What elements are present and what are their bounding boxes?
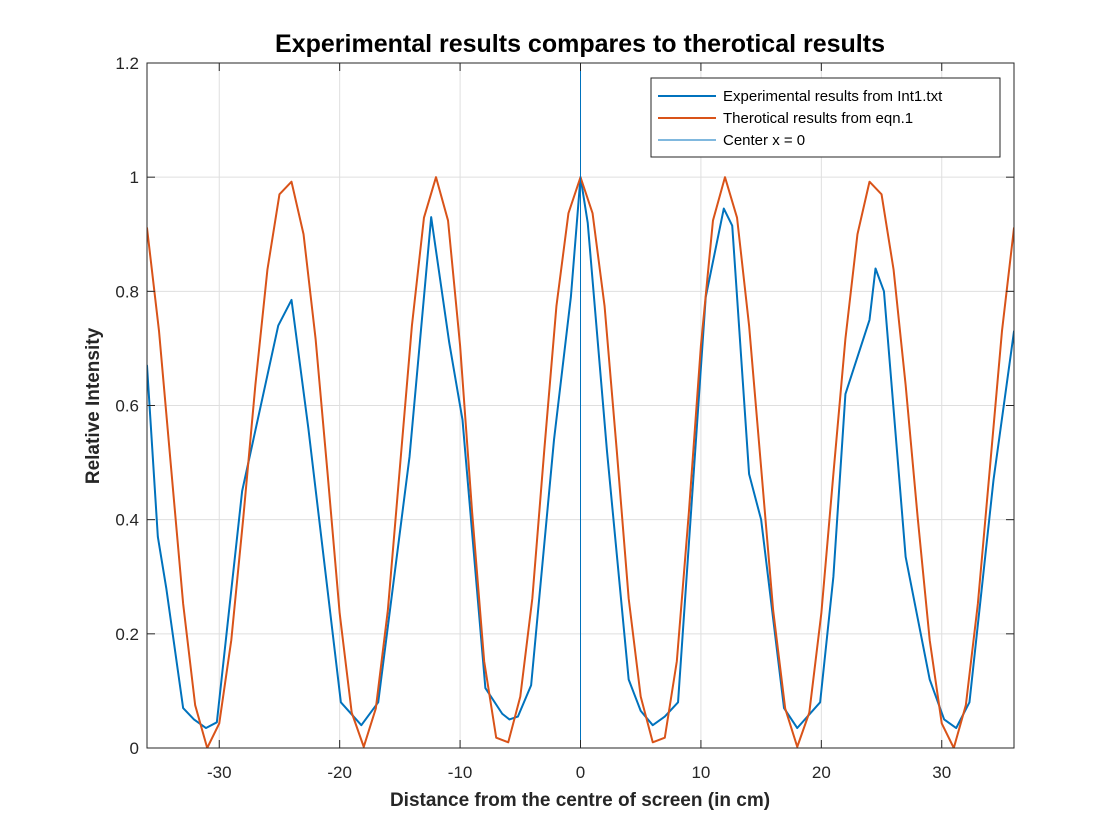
experimental-series-line <box>147 176 1014 730</box>
y-axis-label: Relative Intensity <box>83 327 104 484</box>
legend-label-experimental: Experimental results from Int1.txt <box>723 88 943 105</box>
tick-labels: -30 -20 -10 0 10 20 30 0 0.2 0.4 0.6 0.8 1 1.2 <box>115 54 951 782</box>
tick-marks <box>147 62 1014 749</box>
x-axis-label: Distance from the centre of screen (in c… <box>390 790 770 811</box>
x-tick-label: -20 <box>327 763 352 782</box>
y-tick-label: 0 <box>130 739 139 758</box>
legend: Experimental results from Int1.txt Thero… <box>650 77 1001 158</box>
y-tick-label: 0.2 <box>115 625 139 644</box>
x-tick-label: 10 <box>691 763 710 782</box>
chart-title: Experimental results compares to theroti… <box>275 30 885 58</box>
legend-label-theoretical: Therotical results from eqn.1 <box>723 110 913 127</box>
y-tick-label: 0.8 <box>115 282 139 301</box>
x-tick-label: -30 <box>207 763 232 782</box>
series-layer <box>147 63 1014 748</box>
y-tick-label: 0.6 <box>115 397 139 416</box>
x-tick-label: 20 <box>812 763 831 782</box>
legend-label-center: Center x = 0 <box>723 132 805 149</box>
y-tick-label: 1 <box>130 168 139 187</box>
x-tick-label: 0 <box>576 763 585 782</box>
y-tick-label: 0.4 <box>115 511 139 530</box>
x-tick-label: 30 <box>932 763 951 782</box>
x-tick-label: -10 <box>448 763 473 782</box>
y-tick-label: 1.2 <box>115 54 139 73</box>
